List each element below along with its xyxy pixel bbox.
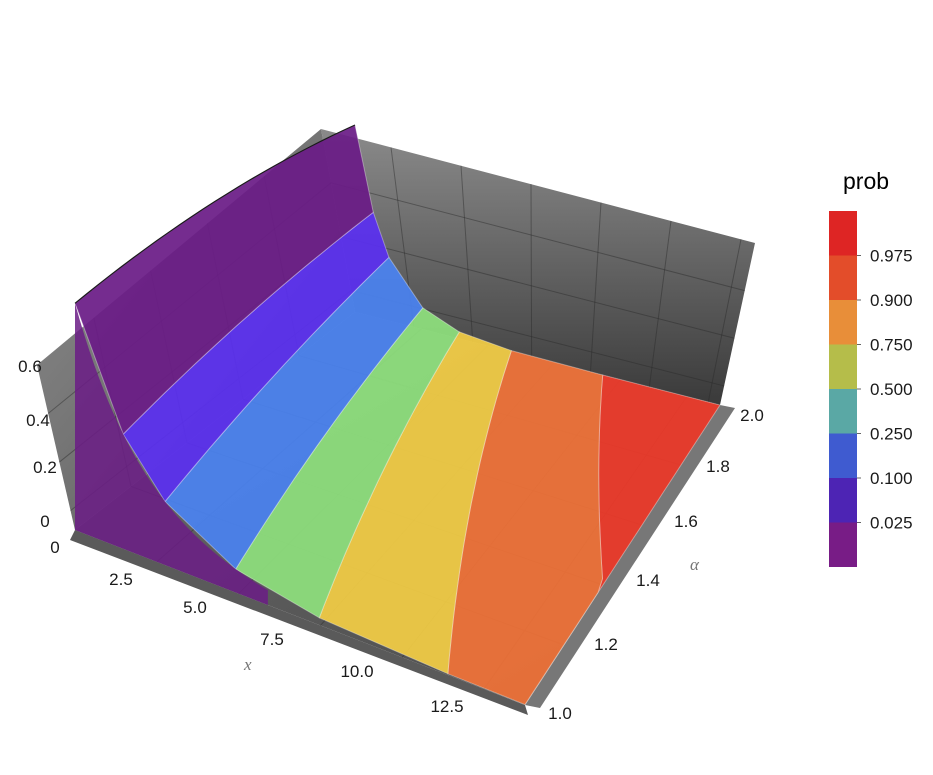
x-axis-label: x bbox=[243, 655, 252, 674]
legend-swatch bbox=[829, 478, 857, 523]
alpha-tick-label: 1.6 bbox=[674, 512, 698, 531]
surface-band bbox=[235, 307, 460, 619]
backwall-gridline bbox=[330, 182, 745, 292]
alpha-tick-label: 2.0 bbox=[740, 406, 764, 425]
legend-swatch bbox=[829, 211, 857, 256]
backwall-gridline bbox=[648, 220, 672, 388]
x-tick-label: 2.5 bbox=[109, 570, 133, 589]
ridge-line bbox=[74, 124, 356, 304]
x-tick-label: 0 bbox=[50, 538, 59, 557]
surface-band bbox=[447, 349, 604, 706]
alpha-axis-label: α bbox=[690, 555, 700, 574]
alpha-tick-label: 1.4 bbox=[636, 571, 660, 590]
legend-swatch bbox=[829, 255, 857, 300]
legend-colorbar: 0.975 0.900 0.750 0.500 0.250 0.100 0.025 bbox=[829, 211, 913, 567]
legend-label: 0.250 bbox=[870, 425, 913, 444]
tick-labels: 0 2.5 5.0 7.5 10.0 12.5 1.0 1.2 1.4 1.6 1.8 2.0 0 0.2… bbox=[18, 357, 764, 723]
legend-swatch bbox=[829, 433, 857, 478]
legend-title: prob bbox=[843, 168, 889, 194]
legend-swatch bbox=[829, 389, 857, 434]
backwall-gridline bbox=[340, 236, 735, 339]
z-tick-label: 0.6 bbox=[18, 357, 42, 376]
legend-swatch bbox=[829, 344, 857, 389]
z-tick-label: 0.4 bbox=[26, 411, 50, 430]
x-tick-label: 7.5 bbox=[260, 630, 284, 649]
legend-label: 0.975 bbox=[870, 247, 913, 266]
legend-label: 0.750 bbox=[870, 336, 913, 355]
alpha-tick-label: 1.0 bbox=[548, 704, 572, 723]
legend-label: 0.100 bbox=[870, 469, 913, 488]
backwall-gridline bbox=[460, 165, 474, 343]
backwall-gridline bbox=[530, 184, 533, 358]
legend-swatch bbox=[829, 522, 857, 567]
back-wall bbox=[321, 129, 755, 405]
right-edge-base bbox=[525, 405, 735, 708]
z-tick-label: 0 bbox=[40, 512, 49, 531]
z-tick-label: 0.2 bbox=[33, 458, 57, 477]
legend-label: 0.500 bbox=[870, 380, 913, 399]
legend-label: 0.900 bbox=[870, 291, 913, 310]
backwall-gridline bbox=[589, 202, 602, 373]
alpha-tick-label: 1.2 bbox=[594, 635, 618, 654]
x-tick-label: 12.5 bbox=[430, 697, 463, 716]
backwall-gridline bbox=[707, 239, 742, 403]
surface-band bbox=[318, 331, 513, 675]
front-curtain bbox=[75, 303, 268, 605]
surface-band bbox=[122, 211, 390, 503]
legend-swatch bbox=[829, 300, 857, 345]
legend-label: 0.025 bbox=[870, 514, 913, 533]
front-edge-base bbox=[70, 530, 528, 715]
x-tick-label: 5.0 bbox=[183, 598, 207, 617]
surface bbox=[74, 124, 721, 706]
alpha-tick-label: 1.8 bbox=[706, 457, 730, 476]
x-tick-label: 10.0 bbox=[340, 662, 373, 681]
